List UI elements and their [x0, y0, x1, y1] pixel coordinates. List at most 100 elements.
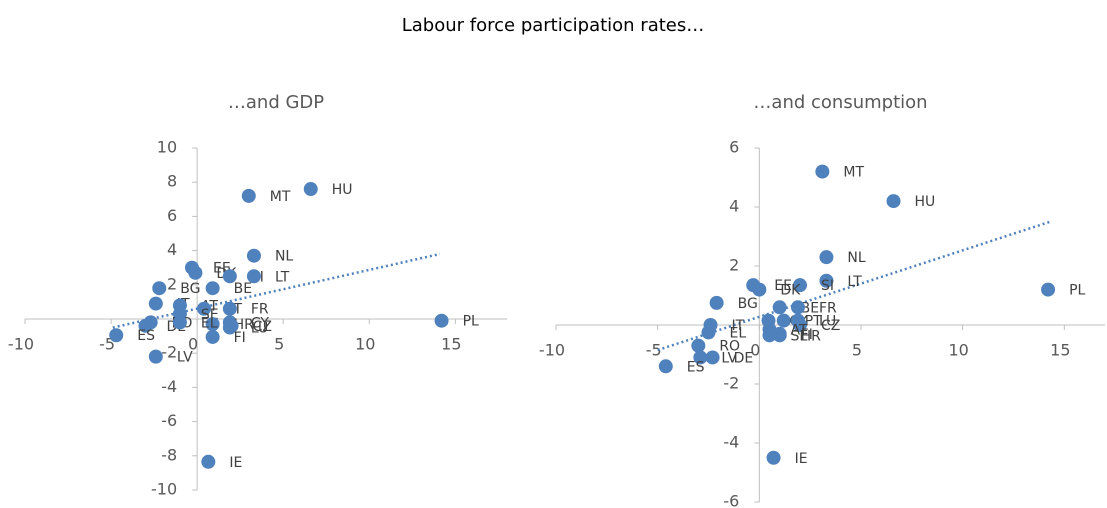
- point-label: HU: [915, 194, 936, 210]
- point-label: AT: [791, 322, 808, 338]
- point: [205, 281, 220, 296]
- point-label: NL: [847, 250, 865, 266]
- point-label: SE: [791, 328, 809, 344]
- y-tick-label: -2: [161, 343, 177, 362]
- point-label: HU: [332, 182, 353, 198]
- x-tick-label: -10: [8, 335, 34, 354]
- point-label: FI: [234, 330, 246, 346]
- point-label: IE: [229, 455, 242, 471]
- point-label: LV: [177, 350, 193, 366]
- point-label: BG: [738, 296, 758, 312]
- point-label: BE: [801, 300, 819, 316]
- point-label: ES: [687, 359, 705, 375]
- subplot-title: …and GDP: [228, 92, 324, 113]
- point: [772, 300, 787, 315]
- point: [772, 326, 787, 341]
- point-label: PL: [1069, 283, 1085, 299]
- subplot-title: …and consumption: [753, 92, 927, 113]
- point: [148, 296, 163, 311]
- trendline: [657, 220, 1051, 352]
- y-tick-label: -4: [723, 433, 739, 452]
- x-tick-label: 5: [274, 335, 284, 354]
- y-tick-label: -6: [723, 492, 739, 508]
- point-label: LT: [275, 269, 290, 285]
- point: [148, 349, 163, 364]
- point: [701, 325, 716, 340]
- point-label: FR: [251, 302, 269, 318]
- y-tick-label: 4: [167, 240, 177, 259]
- x-tick-label: 15: [441, 335, 461, 354]
- point-label: CZ: [253, 319, 272, 335]
- point-label: IE: [795, 451, 808, 467]
- point-label: BG: [180, 281, 200, 297]
- point-label: PT: [805, 314, 822, 330]
- point-label: IT: [732, 318, 745, 334]
- point: [705, 350, 720, 365]
- x-tick-label: 15: [1050, 341, 1070, 360]
- point: [205, 317, 220, 332]
- point-label: EE: [774, 278, 792, 294]
- y-tick-label: -10: [151, 480, 177, 499]
- point: [222, 301, 237, 316]
- point-label: FI: [801, 327, 813, 343]
- point: [709, 295, 724, 310]
- point: [201, 454, 216, 469]
- point-label: BE: [234, 281, 252, 297]
- point-label: PL: [463, 314, 479, 330]
- y-tick-label: 8: [167, 172, 177, 191]
- point-label: EL: [730, 325, 747, 341]
- point-label: LT: [847, 274, 862, 290]
- point-label: MT: [270, 189, 291, 205]
- point-label: NL: [275, 249, 293, 265]
- y-tick-label: 10: [157, 138, 177, 157]
- point: [152, 281, 167, 296]
- x-tick-label: -10: [539, 341, 565, 360]
- x-tick-label: 0: [750, 341, 760, 360]
- y-tick-label: 6: [729, 138, 739, 157]
- point-label: SI: [821, 278, 834, 294]
- point: [658, 359, 673, 374]
- x-tick-label: 10: [948, 341, 968, 360]
- x-tick-label: 0: [188, 335, 198, 354]
- y-tick-label: 4: [729, 197, 739, 216]
- x-tick-label: -5: [646, 341, 662, 360]
- y-tick-label: -4: [161, 377, 177, 396]
- point: [752, 282, 767, 297]
- point: [246, 269, 261, 284]
- point: [793, 278, 807, 293]
- point: [693, 350, 708, 365]
- point-label: LU: [819, 314, 836, 330]
- point-label: DK: [780, 283, 801, 299]
- point: [819, 250, 834, 265]
- point: [172, 315, 187, 330]
- point-label: LV: [721, 350, 737, 366]
- point: [691, 338, 706, 353]
- y-tick-label: 6: [167, 206, 177, 225]
- y-tick-label: -8: [161, 445, 177, 464]
- point: [109, 328, 124, 343]
- point-label: LU: [251, 321, 268, 337]
- point-label: RO: [719, 339, 740, 355]
- point: [434, 313, 449, 328]
- point: [886, 194, 901, 209]
- y-tick-label: 2: [167, 274, 177, 293]
- point-label: EL: [201, 315, 218, 331]
- point: [222, 269, 237, 284]
- x-tick-label: 5: [852, 341, 862, 360]
- point: [205, 329, 220, 344]
- trendline: [112, 252, 441, 329]
- point: [1041, 282, 1056, 297]
- point-label: CY: [251, 315, 270, 331]
- point: [188, 265, 203, 280]
- y-tick-label: -6: [161, 411, 177, 430]
- point: [793, 318, 807, 332]
- point-label: MT: [843, 165, 864, 181]
- point-label: CZ: [821, 318, 840, 334]
- point: [819, 273, 834, 288]
- x-tick-label: 10: [355, 335, 375, 354]
- point: [222, 320, 237, 335]
- point-label: FR: [819, 300, 837, 316]
- point: [303, 182, 318, 197]
- point: [246, 248, 261, 263]
